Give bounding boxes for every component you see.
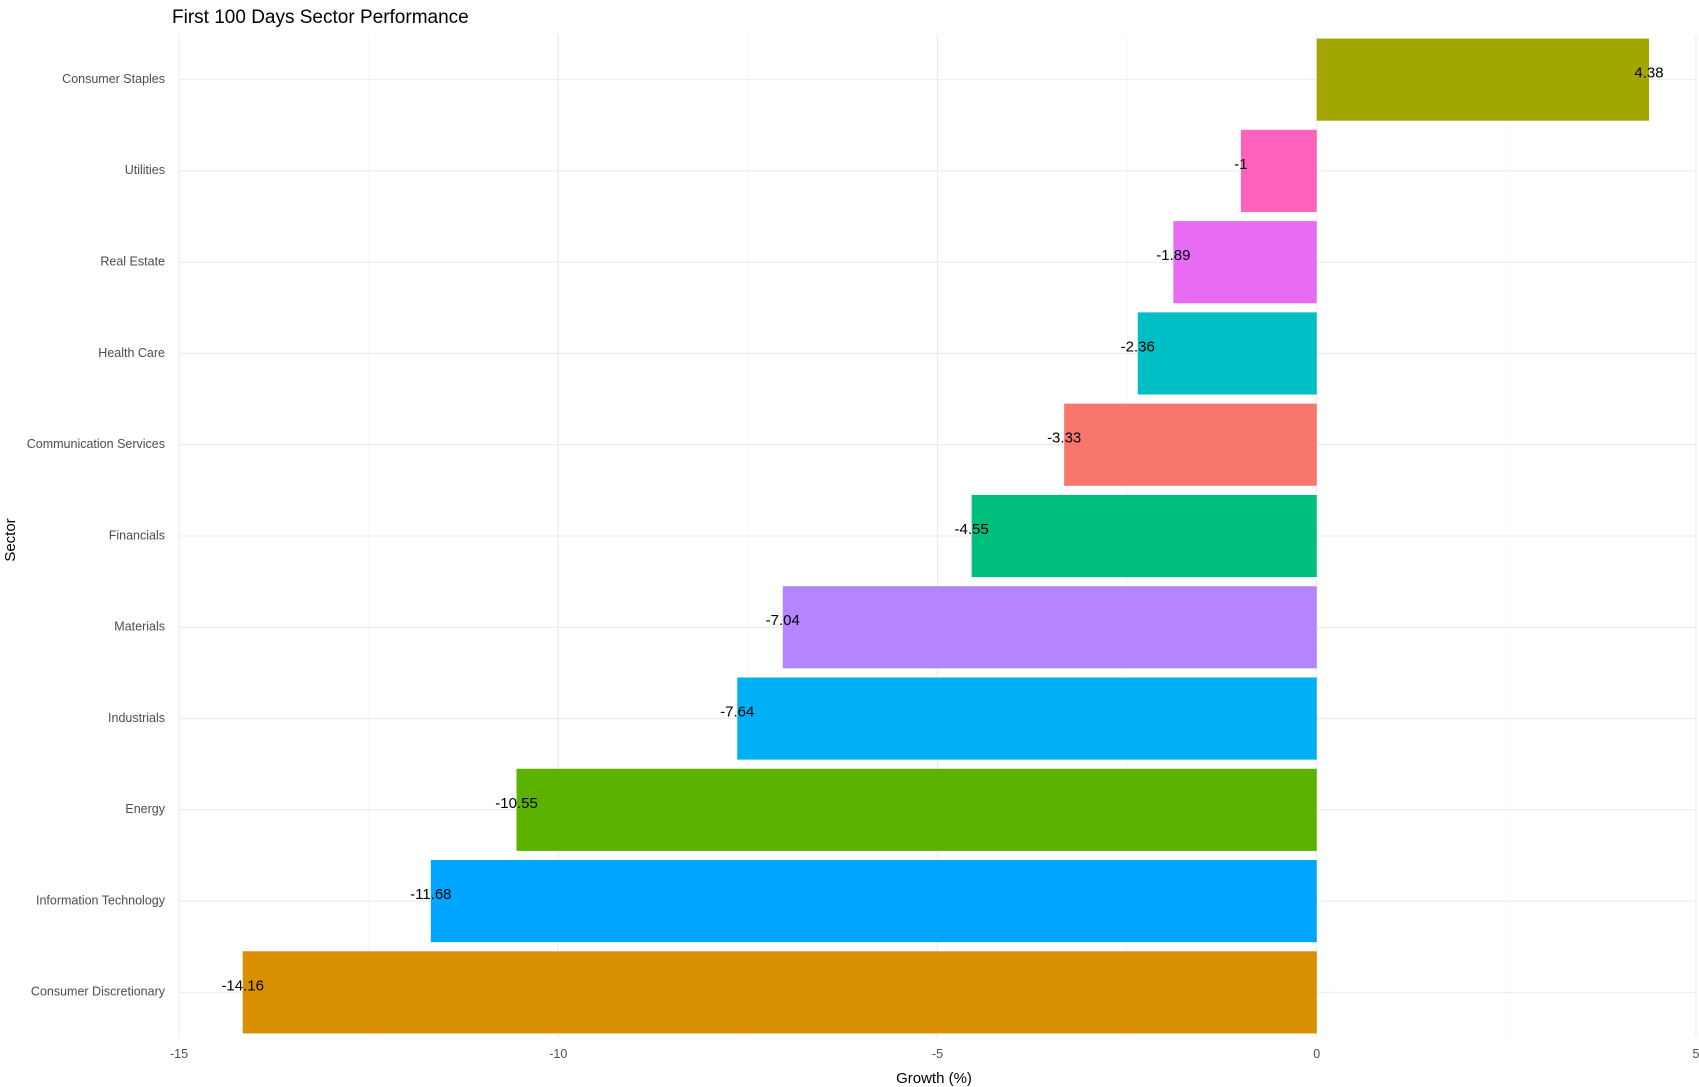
x-axis-ticks: -15 -10 -5 0 5 bbox=[170, 1047, 1699, 1061]
x-tick-label: 0 bbox=[1313, 1047, 1320, 1061]
y-tick-label: Materials bbox=[114, 620, 165, 634]
bar-value-label: -11.68 bbox=[410, 886, 451, 903]
bar-value-label: -14.16 bbox=[221, 977, 264, 994]
y-axis-title: Sector bbox=[2, 518, 19, 561]
y-axis-labels: Consumer Staples Utilities Real Estate Heal… bbox=[27, 72, 166, 999]
x-tick-label: -15 bbox=[170, 1047, 188, 1061]
value-labels: 4.38 -1 -1.89 -2.36 -3.33 -4.55 -7.04 -7.64 -10.… bbox=[221, 65, 1663, 995]
bar-value-label: -7.04 bbox=[766, 612, 800, 629]
bar bbox=[782, 586, 1317, 669]
bar bbox=[1316, 38, 1649, 121]
bars bbox=[242, 38, 1649, 1034]
bar bbox=[737, 677, 1317, 760]
bar bbox=[1064, 403, 1317, 486]
bar-value-label: -4.55 bbox=[955, 521, 989, 538]
y-tick-label: Health Care bbox=[98, 346, 165, 360]
chart-title: First 100 Days Sector Performance bbox=[172, 7, 469, 28]
x-tick-label: -5 bbox=[932, 1047, 943, 1061]
bar bbox=[1240, 129, 1317, 212]
bar-value-label: -1 bbox=[1234, 156, 1247, 173]
y-tick-label: Real Estate bbox=[100, 254, 165, 268]
y-tick-label: Energy bbox=[125, 802, 165, 816]
y-tick-label: Industrials bbox=[108, 711, 165, 725]
y-tick-label: Consumer Staples bbox=[62, 72, 165, 86]
y-tick-label: Financials bbox=[109, 528, 165, 542]
bar-value-label: -7.64 bbox=[720, 704, 754, 721]
bar-value-label: -10.55 bbox=[495, 795, 538, 812]
bar bbox=[516, 768, 1317, 851]
x-tick-label: -10 bbox=[549, 1047, 567, 1061]
bar-value-label: -3.33 bbox=[1047, 430, 1081, 447]
x-tick-label: 5 bbox=[1693, 1047, 1699, 1061]
bar-value-label: 4.38 bbox=[1634, 65, 1663, 82]
y-tick-label: Utilities bbox=[125, 163, 165, 177]
x-axis-title: Growth (%) bbox=[896, 1070, 972, 1087]
y-tick-label: Information Technology bbox=[36, 893, 166, 907]
bar-value-label: -2.36 bbox=[1121, 338, 1155, 355]
bar bbox=[242, 951, 1317, 1034]
y-tick-label: Consumer Discretionary bbox=[31, 985, 166, 999]
bar-value-label: -1.89 bbox=[1156, 247, 1190, 264]
bar bbox=[1173, 221, 1317, 304]
bar bbox=[1137, 312, 1317, 395]
bar bbox=[430, 860, 1317, 943]
y-tick-label: Communication Services bbox=[27, 437, 165, 451]
bar bbox=[971, 494, 1317, 578]
